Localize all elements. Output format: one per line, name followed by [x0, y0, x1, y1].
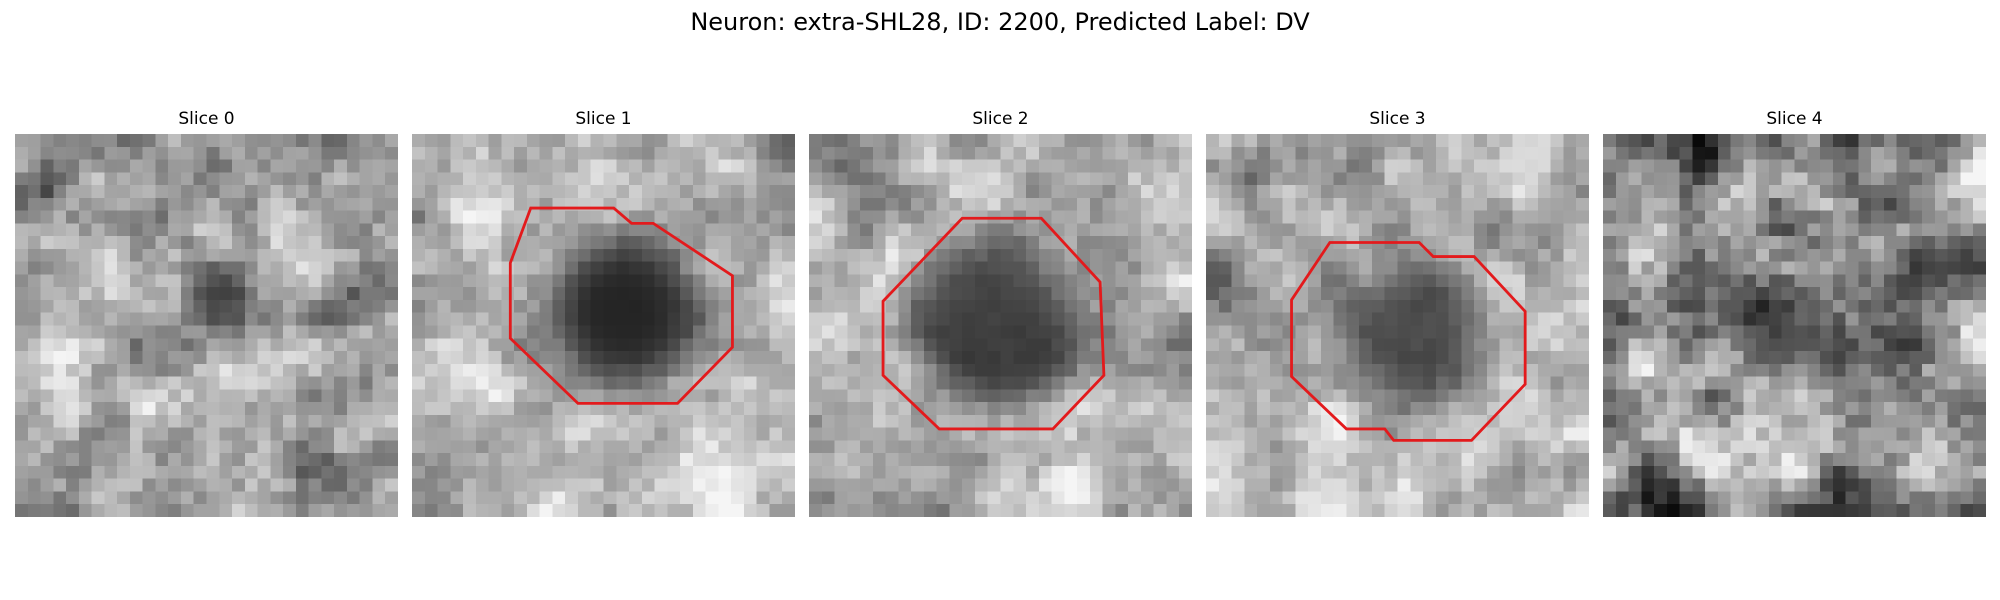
slice-panel-0: Slice 0: [15, 108, 398, 518]
segmentation-contour-3: [1290, 241, 1527, 442]
slice-image-3: [1206, 134, 1589, 517]
slice-panel-1: Slice 1: [412, 108, 795, 518]
segmentation-contour-1: [508, 206, 734, 405]
slice-panel-3: Slice 3: [1206, 108, 1589, 518]
slice-title-4: Slice 4: [1766, 109, 1823, 129]
slice-image-4: [1603, 134, 1986, 517]
slice-title-2: Slice 2: [972, 109, 1029, 129]
slice-image-0: [15, 134, 398, 517]
slice-title-3: Slice 3: [1369, 109, 1426, 129]
slice-panel-4: Slice 4: [1603, 108, 1986, 518]
slice-panel-2: Slice 2: [809, 108, 1192, 518]
slice-title-1: Slice 1: [575, 109, 632, 129]
slice-image-1: [412, 134, 795, 517]
slice-title-0: Slice 0: [178, 109, 235, 129]
figure-title: Neuron: extra-SHL28, ID: 2200, Predicted…: [690, 8, 1310, 36]
slice-image-2: [809, 134, 1192, 517]
segmentation-contour-2: [881, 216, 1106, 431]
